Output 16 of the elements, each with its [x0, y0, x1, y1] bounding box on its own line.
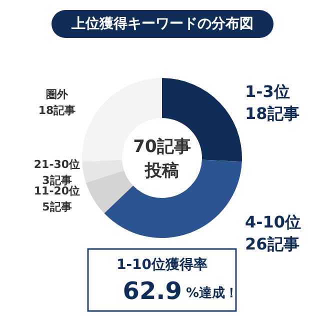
text: 1-10位獲得率 — [116, 256, 208, 273]
text: 70記事 — [133, 137, 191, 157]
slice-label: 4-10位 — [245, 212, 302, 232]
text: 投稿 — [144, 161, 179, 181]
slice-label: 圏外 — [46, 88, 69, 102]
data-label: 5記事 — [42, 200, 72, 214]
slice-label: 21-30位 — [34, 158, 80, 171]
text: %達成！ — [186, 286, 238, 301]
data-label: 18記事 — [245, 104, 300, 124]
slice-label: 11-20位 — [34, 184, 80, 198]
data-label: 18記事 — [38, 104, 76, 118]
data-label: 3記事 — [42, 174, 72, 187]
data-label: 26記事 — [245, 234, 300, 254]
slice-label: 1-3位 — [245, 82, 290, 102]
text: 62.9 — [122, 277, 182, 305]
chart-title: 上位獲得キーワードの分布図 — [70, 16, 254, 32]
